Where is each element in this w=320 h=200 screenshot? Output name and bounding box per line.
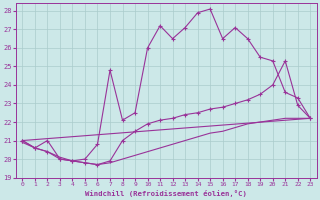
- X-axis label: Windchill (Refroidissement éolien,°C): Windchill (Refroidissement éolien,°C): [85, 190, 247, 197]
